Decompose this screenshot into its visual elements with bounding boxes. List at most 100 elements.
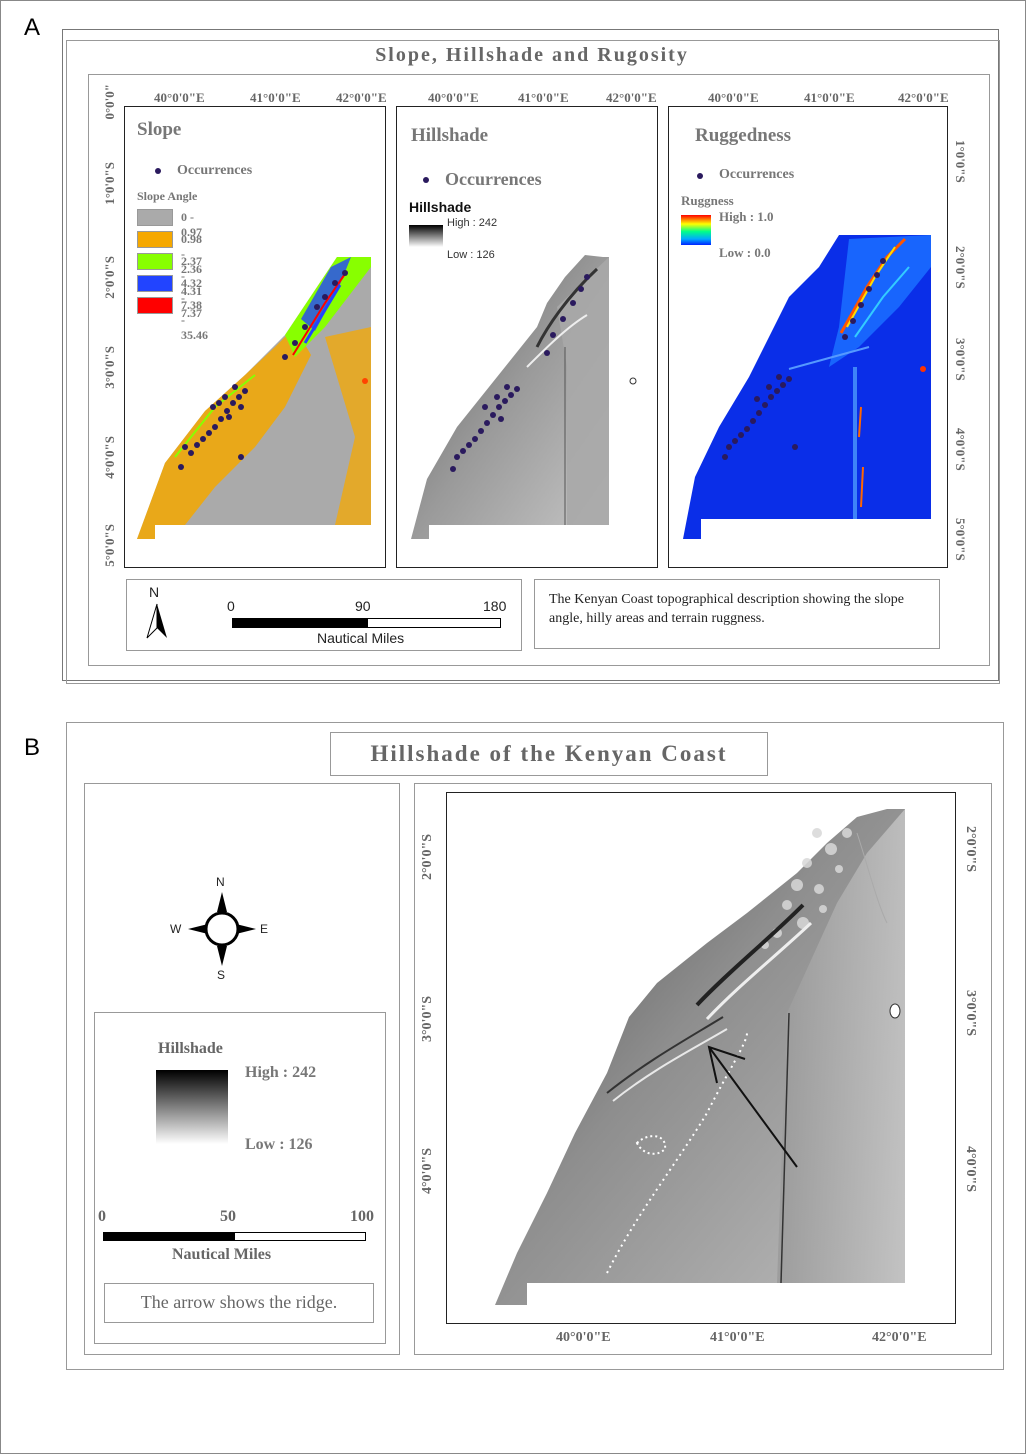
hillshade-legend-low: Low : 126 [447, 249, 495, 261]
panel-b-caption: The arrow shows the ridge. [140, 1292, 338, 1312]
ruggedness-title: Ruggedness [695, 125, 792, 146]
slope-occurrences-label: Occurrences [177, 163, 253, 178]
panel-b-letter: B [24, 734, 41, 761]
ruggedness-legend-high: High : 1.0 [719, 209, 774, 224]
slope-legend-title: Slope Angle [137, 189, 198, 203]
tick-rug-41e: 41°0'0"E [804, 90, 855, 105]
tick-left-4s: 4°0'0"S [102, 436, 117, 479]
panel-b-legend-ramp [156, 1070, 228, 1144]
panel-a-content-frame [88, 74, 990, 666]
panel-b-legend-box [94, 1012, 386, 1344]
panel-b-right-tick-3s: 3°0'0"S [963, 990, 978, 1037]
slope-class-label-4: 4.32 - 7.37 [181, 276, 202, 320]
slope-map-graphic [137, 257, 371, 539]
ruggedness-legend-title: Ruggness [681, 193, 734, 208]
tick-slope-41e: 41°0'0"E [250, 90, 301, 105]
panel-a-scale-bar-black [232, 618, 368, 628]
tick-left-1s: 1°0'0"S [102, 162, 117, 205]
tick-right-5s: 5°0'0"S [953, 518, 968, 561]
slope-swatch-4 [137, 275, 173, 292]
panel-b-map-frame [446, 792, 956, 1324]
panel-a-scale-0: 0 [227, 598, 235, 614]
panel-b-map-outer [414, 783, 992, 1355]
tick-left-5s: 5°0'0"S [102, 524, 117, 567]
panel-b-right-tick-2s: 2°0'0"S [963, 826, 978, 873]
panel-b-right-tick-4s: 4°0'0"S [963, 1146, 978, 1193]
tick-rug-40e: 40°0'0"E [708, 90, 759, 105]
tick-right-3s: 3°0'0"S [953, 338, 968, 381]
panel-a-outer-frame [62, 29, 999, 681]
panel-a-title: Slope, Hillshade and Rugosity [375, 44, 689, 66]
panel-b-bottom-tick-42e: 42°0'0"E [872, 1330, 927, 1345]
tick-right-4s: 4°0'0"S [953, 428, 968, 471]
tick-hill-42e: 42°0'0"E [606, 90, 657, 105]
slope-occurrence-marker [155, 168, 161, 174]
tick-hill-41e: 41°0'0"E [518, 90, 569, 105]
panel-b-caption-box: The arrow shows the ridge. [104, 1283, 374, 1323]
panel-b-outer-frame [66, 722, 1004, 1370]
slope-class-label-5: 7.38 - 35.46 [181, 298, 208, 342]
tick-slope-40e: 40°0'0"E [154, 90, 205, 105]
hillshade-occurrences-label: Occurrences [445, 169, 542, 189]
ruggedness-occurrence-marker [697, 173, 703, 179]
panel-a-scale-bar-white [367, 618, 501, 628]
panel-a-inner-frame [66, 40, 1000, 684]
panel-a-north-label: N [149, 584, 160, 600]
compass-s-label: S [217, 968, 226, 982]
panel-a-scale-unit: Nautical Miles [317, 630, 405, 646]
panel-b-legend-frame [84, 783, 400, 1355]
panel-b-legend-high: High : 242 [245, 1064, 317, 1081]
slope-swatch-2 [137, 231, 173, 248]
hillshade-legend-high: High : 242 [447, 217, 498, 229]
panel-a-scale-90: 90 [355, 598, 371, 614]
ruggedness-map-frame: Ruggedness Occurrences Ruggness High : 1… [668, 106, 948, 568]
compass-n-label: N [216, 875, 225, 889]
hillshade-map-graphic [409, 225, 637, 539]
north-arrow-icon [146, 603, 167, 639]
tick-right-1s: 1°0'0"S [953, 140, 968, 183]
panel-a-scale-box: N 0 90 180 Nautical Miles [126, 579, 522, 651]
tick-slope-42e: 42°0'0"E [336, 90, 387, 105]
panel-b-bottom-tick-40e: 40°0'0"E [556, 1330, 611, 1345]
panel-b-scale-100: 100 [350, 1208, 374, 1225]
slope-swatch-5 [137, 297, 173, 314]
panel-b-title-box: Hillshade of the Kenyan Coast [330, 732, 768, 776]
slope-swatch-1 [137, 209, 173, 226]
slope-map-frame: Slope Occurrences Slope Angle 0 - 0.97 0… [124, 106, 386, 568]
panel-b-scale-bar-white [234, 1232, 366, 1241]
panel-a-letter: A [24, 14, 41, 41]
panel-a-caption: The Kenyan Coast topographical descripti… [549, 592, 904, 626]
slope-class-label-3: 2.37 - 4.31 [181, 254, 202, 298]
panel-b-scale-bar-black [103, 1232, 235, 1241]
panel-a-scale-180: 180 [483, 598, 507, 614]
panel-a-caption-box: The Kenyan Coast topographical descripti… [534, 579, 940, 649]
tick-left-0: 0°0'0" [102, 84, 117, 120]
panel-b-scale-50: 50 [220, 1208, 236, 1225]
compass-e-label: E [260, 922, 269, 936]
panel-b-left-tick-3s: 3°0'0"S [420, 996, 435, 1043]
compass-w-label: W [170, 922, 182, 936]
compass-rose-icon [188, 892, 256, 966]
slope-swatch-3 [137, 253, 173, 270]
slope-class-label-2: 0.98 - 2.36 [181, 232, 202, 276]
panel-b-legend-title: Hillshade [158, 1040, 223, 1057]
ruggedness-legend-low: Low : 0.0 [719, 245, 771, 260]
slope-title: Slope [137, 119, 182, 140]
panel-b-left-tick-4s: 4°0'0"S [420, 1148, 435, 1195]
ruggedness-occurrences-label: Occurrences [719, 167, 795, 182]
hillshade-legend-title: Hillshade [409, 199, 472, 215]
tick-right-2s: 2°0'0"S [953, 246, 968, 289]
panel-b-legend-low: Low : 126 [245, 1136, 313, 1153]
hillshade-map-frame: Hillshade Occurrences Hillshade High : 2… [396, 106, 658, 568]
panel-b-bottom-tick-41e: 41°0'0"E [710, 1330, 765, 1345]
panel-b-title: Hillshade of the Kenyan Coast [370, 741, 728, 766]
panel-b-left-tick-2s: 2°0'0"S [420, 834, 435, 881]
tick-rug-42e: 42°0'0"E [898, 90, 949, 105]
ruggedness-map-graphic [681, 215, 931, 539]
tick-left-2s: 2°0'0"S [102, 256, 117, 299]
hillshade-title: Hillshade [411, 125, 489, 146]
tick-left-3s: 3°0'0"S [102, 346, 117, 389]
panel-b-scale-0: 0 [98, 1208, 106, 1225]
tick-hill-40e: 40°0'0"E [428, 90, 479, 105]
slope-class-label-1: 0 - 0.97 [181, 210, 202, 239]
